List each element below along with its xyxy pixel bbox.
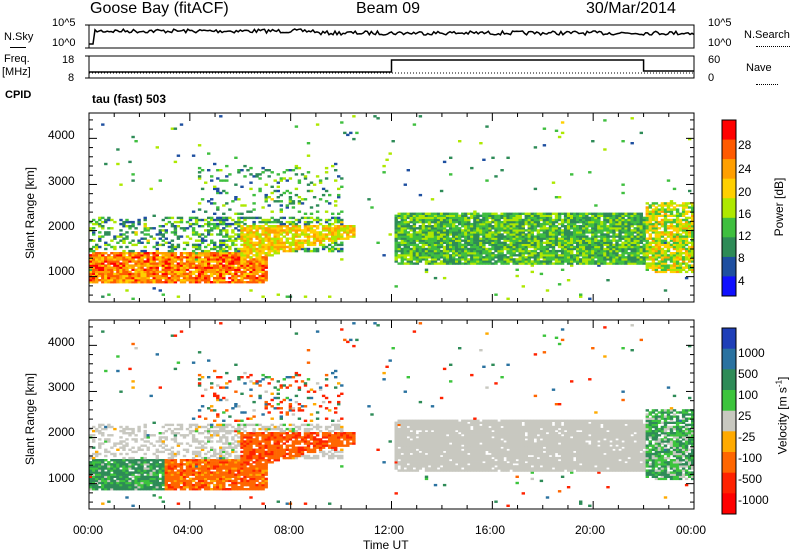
velocity-cbar-tick-1000: 1000 [738,346,765,360]
freq-series-line [89,59,694,73]
power-ytick-1000: 1000 [48,264,75,278]
velocity-cbar-tick-25: 25 [738,409,752,423]
velocity-ytick-4000: 4000 [48,335,75,349]
noise-sky-series-line [89,27,695,45]
power-colorbar-swatch [722,178,736,199]
velocity-cbar-tick-m500: -500 [738,472,763,486]
velocity-cbar-label-sup: -1 [774,379,784,388]
noise-right-legend-line [756,46,790,47]
velocity-colorbar-swatch [722,369,736,391]
velocity-colorbar-swatch [722,390,736,412]
velocity-cbar-label-text: Velocity [m s [775,387,790,455]
power-echo-field [89,115,695,300]
xtick-16: 16:00 [475,523,506,537]
velocity-cbar-tick-m1000: -1000 [738,493,769,507]
velocity-colorbar-swatch [722,472,736,494]
power-cbar-label: Power [dB] [772,177,786,237]
power-colorbar-swatch [722,276,736,297]
velocity-ytick-1000: 1000 [48,471,75,485]
noise-left-legend-line [10,47,26,48]
velocity-ytick-2000: 2000 [48,425,75,439]
power-ytick-2000: 2000 [48,219,75,233]
power-cbar-tick-20: 20 [738,185,752,199]
nave-legend-line [756,84,778,85]
nave-label: Nave [746,62,772,74]
noise-left-tick-top: 10^5 [52,17,76,29]
noise-left-tick-bottom: 10^0 [52,37,76,49]
power-ytick-3000: 3000 [48,174,75,188]
nave-right-tick-bottom: 0 [708,72,715,84]
xtick-4: 04:00 [173,523,204,537]
xtick-24: 00:00 [676,523,707,537]
power-colorbar-swatch [722,217,736,238]
velocity-colorbar-swatch [722,431,736,453]
cpid-label: CPID [5,89,32,101]
beam-title: Beam 09 [356,0,421,17]
xtick-0: 00:00 [73,523,104,537]
power-colorbar-frame [721,119,737,297]
noise-right-tick-bottom: 10^0 [708,37,732,49]
xtick-8: 08:00 [274,523,305,537]
velocity-ytick-3000: 3000 [48,380,75,394]
velocity-cbar-tick-m100: -100 [738,451,763,465]
freq-panel-frame [88,55,695,79]
power-cbar-tick-8: 8 [738,251,745,265]
noise-right-tick-top: 10^5 [708,17,732,29]
power-ylabel: Slant Range [km] [23,166,37,260]
x-axis-label: Time UT [363,538,409,552]
noise-left-label: N.Sky [4,31,34,43]
power-colorbar-swatch [722,139,736,160]
velocity-colorbar-swatch [722,410,736,432]
velocity-colorbar-swatch [722,493,736,515]
velocity-colorbar-swatch [722,452,736,474]
noise-right-label: N.Search [744,29,790,41]
power-colorbar-swatch [722,198,736,219]
velocity-colorbar-swatch [722,348,736,370]
velocity-echo-field [89,322,695,507]
date-title: 30/Mar/2014 [586,0,676,17]
velocity-cbar-label-end: ] [775,376,790,380]
freq-label: Freq. [4,53,30,65]
station-title: Goose Bay (fitACF) [90,0,229,17]
power-colorbar-swatch [722,159,736,180]
power-cbar-tick-4: 4 [738,274,745,288]
velocity-colorbar-frame [721,327,737,515]
power-ytick-4000: 4000 [48,128,75,142]
power-cbar-tick-16: 16 [738,207,752,221]
velocity-ylabel: Slant Range [km] [23,372,37,466]
velocity-cbar-tick-500: 500 [738,367,759,381]
nave-right-tick-top: 60 [708,54,721,66]
xtick-12: 12:00 [374,523,405,537]
power-cbar-tick-28: 28 [738,138,752,152]
velocity-cbar-tick-100: 100 [738,388,759,402]
noise-panel-frame [88,24,695,49]
velocity-cbar-tick-m25: -25 [738,430,756,444]
power-colorbar-swatch [722,120,736,141]
velocity-cbar-label: Velocity [m s-1] [775,356,790,476]
power-colorbar-swatch [722,256,736,277]
freq-left-tick-top: 18 [62,54,75,66]
freq-left-tick-bottom: 8 [68,72,75,84]
power-colorbar-swatch [722,237,736,258]
cpid-value: tau (fast) 503 [92,92,167,106]
velocity-colorbar-swatch [722,328,736,350]
freq-unit-label: [MHz] [2,66,31,78]
power-cbar-tick-24: 24 [738,162,752,176]
power-cbar-tick-12: 12 [738,229,752,243]
xtick-20: 20:00 [575,523,606,537]
